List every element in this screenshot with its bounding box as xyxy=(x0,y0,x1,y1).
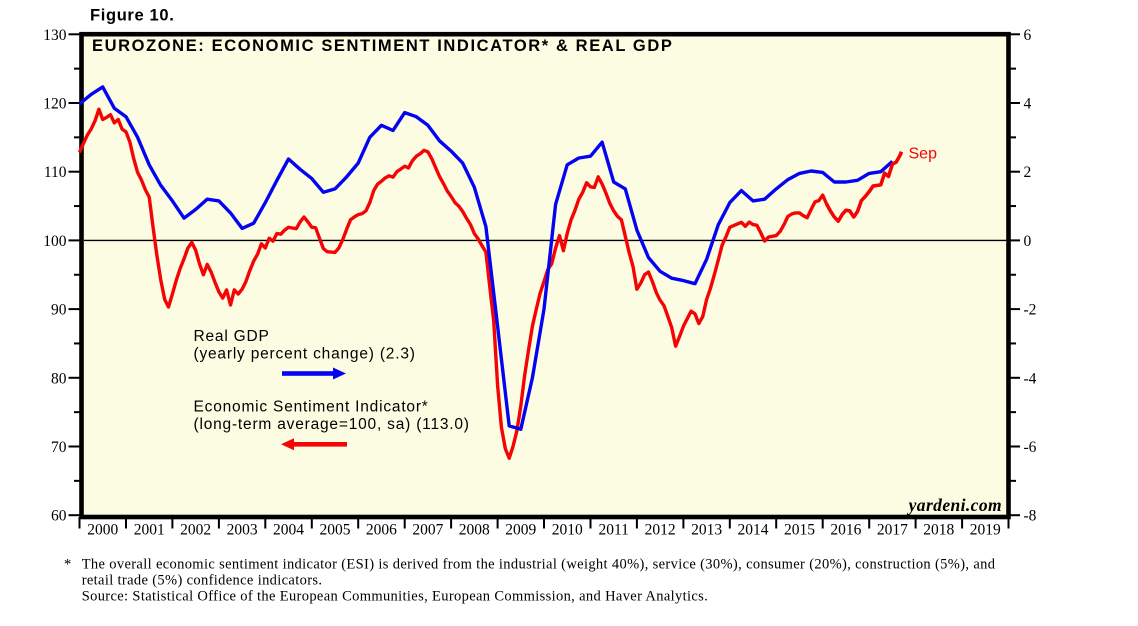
svg-text:yardeni.com: yardeni.com xyxy=(907,495,1002,515)
svg-text:2018: 2018 xyxy=(923,522,954,539)
svg-text:2019: 2019 xyxy=(970,522,1001,539)
svg-text:2010: 2010 xyxy=(552,522,583,539)
svg-text:2013: 2013 xyxy=(691,522,722,539)
svg-text:6: 6 xyxy=(1024,27,1032,44)
svg-text:(yearly percent change) (2.3): (yearly percent change) (2.3) xyxy=(194,346,416,363)
svg-text:60: 60 xyxy=(51,508,67,525)
svg-text:2: 2 xyxy=(1024,164,1032,181)
svg-text:2015: 2015 xyxy=(784,522,815,539)
svg-text:retail trade (5%) confidence i: retail trade (5%) confidence indicators. xyxy=(82,573,323,589)
svg-text:The overall economic sentiment: The overall economic sentiment indicator… xyxy=(82,557,996,573)
svg-text:90: 90 xyxy=(51,302,67,319)
svg-text:Real GDP: Real GDP xyxy=(194,328,270,345)
svg-text:-6: -6 xyxy=(1024,439,1037,456)
svg-text:2009: 2009 xyxy=(505,522,536,539)
svg-text:70: 70 xyxy=(51,439,67,456)
svg-text:2001: 2001 xyxy=(134,522,165,539)
svg-text:2012: 2012 xyxy=(645,522,676,539)
svg-text:*: * xyxy=(64,557,72,573)
svg-text:2000: 2000 xyxy=(87,522,118,539)
svg-text:2011: 2011 xyxy=(598,522,628,539)
svg-text:2008: 2008 xyxy=(459,522,490,539)
svg-text:2002: 2002 xyxy=(180,522,211,539)
svg-text:2004: 2004 xyxy=(273,522,304,539)
svg-text:Sep: Sep xyxy=(909,146,938,163)
svg-text:2005: 2005 xyxy=(320,522,351,539)
svg-text:(long-term average=100, sa) (1: (long-term average=100, sa) (113.0) xyxy=(194,416,470,433)
svg-text:2006: 2006 xyxy=(366,522,397,539)
svg-text:2003: 2003 xyxy=(227,522,258,539)
svg-text:-4: -4 xyxy=(1024,370,1037,387)
svg-text:2014: 2014 xyxy=(738,522,769,539)
svg-text:130: 130 xyxy=(43,27,67,44)
svg-text:4: 4 xyxy=(1024,96,1032,113)
svg-text:Economic Sentiment Indicator*: Economic Sentiment Indicator* xyxy=(194,399,429,416)
svg-text:2007: 2007 xyxy=(412,522,443,539)
svg-text:-2: -2 xyxy=(1024,302,1037,319)
svg-text:Figure 10.: Figure 10. xyxy=(90,7,174,25)
svg-text:100: 100 xyxy=(43,233,67,250)
svg-text:2016: 2016 xyxy=(830,522,861,539)
svg-text:0: 0 xyxy=(1024,233,1032,250)
svg-text:120: 120 xyxy=(43,96,67,113)
svg-text:110: 110 xyxy=(44,164,67,181)
svg-text:Source: Statistical Office of: Source: Statistical Office of the Europe… xyxy=(82,589,708,605)
svg-text:EUROZONE: ECONOMIC SENTIMENT I: EUROZONE: ECONOMIC SENTIMENT INDICATOR* … xyxy=(92,37,673,55)
svg-text:2017: 2017 xyxy=(877,522,908,539)
svg-text:-8: -8 xyxy=(1024,508,1037,525)
svg-text:80: 80 xyxy=(51,370,67,387)
